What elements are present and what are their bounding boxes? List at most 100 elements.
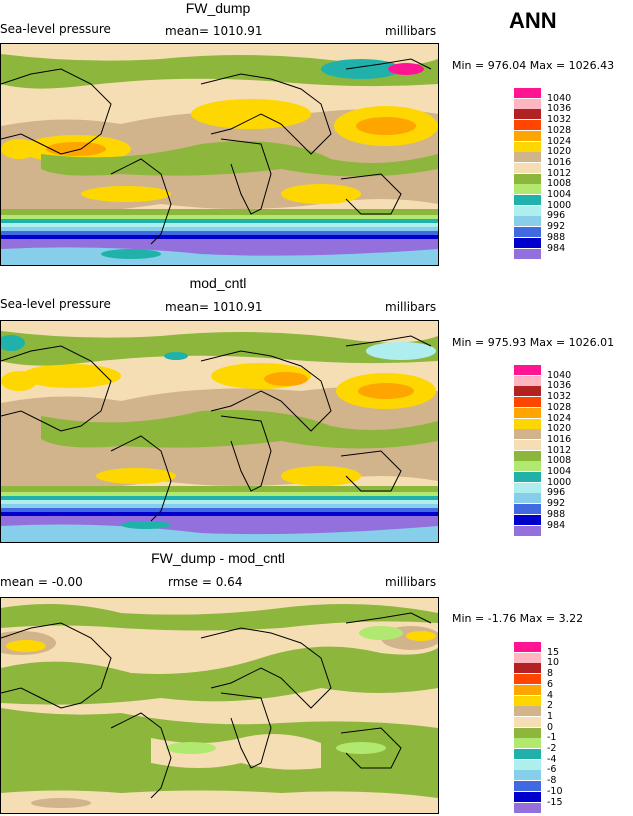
legend-swatch xyxy=(514,514,541,525)
panel3-mean-label: mean = -0.00 xyxy=(0,575,83,589)
legend-swatch xyxy=(514,365,541,375)
legend-label: 1032 xyxy=(547,114,572,126)
legend-swatch xyxy=(514,162,541,173)
legend-swatch xyxy=(514,706,541,717)
legend-label: 1036 xyxy=(547,103,572,115)
legend-swatch xyxy=(514,386,541,397)
legend-label: 1020 xyxy=(547,423,572,435)
legend-swatch xyxy=(514,493,541,504)
legend-swatch xyxy=(514,759,541,770)
legend-label: 1036 xyxy=(547,380,572,392)
legend-swatch xyxy=(514,802,541,813)
legend-swatch xyxy=(514,195,541,205)
legend-swatch xyxy=(514,450,541,461)
legend-label: 15 xyxy=(547,646,560,658)
legend-label: 1016 xyxy=(547,156,572,168)
legend-label: -4 xyxy=(547,753,557,765)
legend-swatch xyxy=(514,727,541,738)
legend-label: 988 xyxy=(547,231,566,243)
legend-label: 1008 xyxy=(547,455,572,467)
panel1-units-label: millibars xyxy=(385,24,437,38)
panel1-mean-label: mean= 1010.91 xyxy=(165,24,263,38)
panel2-units-label: millibars xyxy=(385,300,437,314)
panel2-minmax: Min = 975.93 Max = 1026.01 xyxy=(452,336,615,349)
legend-swatch xyxy=(514,130,541,141)
legend-swatch xyxy=(514,652,541,663)
legend-label: 0 xyxy=(547,721,554,733)
legend-label: -6 xyxy=(547,764,557,776)
legend-label: 996 xyxy=(547,210,566,222)
legend-label: 1040 xyxy=(547,92,572,104)
panel2-mean-label: mean= 1010.91 xyxy=(165,300,263,314)
legend-label: 1004 xyxy=(547,189,572,200)
legend-swatch xyxy=(514,88,541,98)
legend-swatch xyxy=(514,375,541,386)
legend-label: 6 xyxy=(547,678,554,690)
legend-label: 1012 xyxy=(547,444,572,456)
legend-swatch xyxy=(514,418,541,429)
panel2-field-label: Sea-level pressure xyxy=(0,297,111,311)
legend-swatch xyxy=(514,749,541,759)
legend-label: -1 xyxy=(547,732,557,744)
legend-swatch xyxy=(514,663,541,674)
legend-label: 10 xyxy=(547,657,560,669)
legend-label: -2 xyxy=(547,743,557,754)
legend-swatch xyxy=(514,429,541,440)
legend-label: 1028 xyxy=(547,124,572,136)
legend-swatch xyxy=(514,184,541,195)
legend-swatch xyxy=(514,439,541,450)
legend-swatch xyxy=(514,205,541,216)
legend-swatch xyxy=(514,227,541,238)
legend-swatch xyxy=(514,684,541,695)
panel3-map xyxy=(0,597,439,814)
panel2-legend: 1040 1036 1032 1028 1024 1020 1016 1012 1008 1004… xyxy=(514,365,594,537)
legend-label: 8 xyxy=(547,668,554,680)
legend-label: 1040 xyxy=(547,369,572,381)
legend-swatch xyxy=(514,109,541,120)
legend-swatch xyxy=(514,482,541,493)
legend-label: 1008 xyxy=(547,178,572,190)
panel1-map xyxy=(0,43,439,266)
legend-swatch xyxy=(514,216,541,227)
panel1-field-label: Sea-level pressure xyxy=(0,22,111,36)
legend-label: 2 xyxy=(547,700,554,712)
legend-label: 1024 xyxy=(547,135,572,147)
panel2-map xyxy=(0,320,439,543)
legend-label: 1016 xyxy=(547,433,572,445)
legend-swatch xyxy=(514,397,541,408)
legend-label: -8 xyxy=(547,775,557,787)
panel1-legend: 1040 1036 1032 1028 1024 1020 1016 1012 1008 1004… xyxy=(514,88,594,260)
legend-swatch xyxy=(514,642,541,652)
legend-swatch xyxy=(514,461,541,472)
panel3-units-label: millibars xyxy=(385,575,437,589)
legend-swatch xyxy=(514,791,541,802)
legend-label: 1024 xyxy=(547,412,572,424)
legend-label: 4 xyxy=(547,689,554,701)
legend-label: 1020 xyxy=(547,146,572,158)
legend-swatch xyxy=(514,716,541,727)
legend-swatch xyxy=(514,674,541,685)
legend-swatch xyxy=(514,525,541,536)
legend-swatch xyxy=(514,152,541,163)
legend-swatch xyxy=(514,173,541,184)
legend-label: -15 xyxy=(547,796,563,808)
panel3-rmse-label: rmse = 0.64 xyxy=(168,575,243,589)
legend-label: 984 xyxy=(547,519,566,531)
legend-label: 996 xyxy=(547,487,566,499)
legend-swatch xyxy=(514,781,541,792)
panel1-title: FW_dump xyxy=(185,0,251,16)
legend-swatch xyxy=(514,738,541,749)
legend-label: 1028 xyxy=(547,401,572,413)
legend-swatch xyxy=(514,695,541,706)
legend-swatch xyxy=(514,141,541,152)
legend-swatch xyxy=(514,770,541,781)
legend-label: 1012 xyxy=(547,167,572,179)
panel3-title: FW_dump - mod_cntl xyxy=(151,550,285,566)
panel1-minmax: Min = 976.04 Max = 1026.43 xyxy=(452,59,615,72)
legend-label: 1000 xyxy=(547,476,572,488)
legend-swatch xyxy=(514,98,541,109)
legend-label: 988 xyxy=(547,508,566,520)
legend-swatch xyxy=(514,504,541,515)
panel3-minmax: Min = -1.76 Max = 3.22 xyxy=(452,612,584,625)
legend-label: 1032 xyxy=(547,391,572,403)
